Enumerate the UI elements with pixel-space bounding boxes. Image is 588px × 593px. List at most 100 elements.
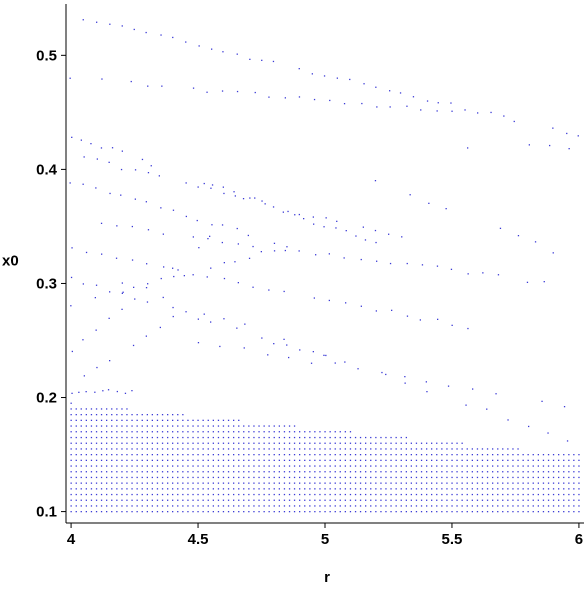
data-point [431,482,433,484]
data-point [85,251,88,254]
data-point [96,158,98,160]
data-point [512,476,514,479]
data-point [111,476,113,479]
data-point [512,465,514,467]
data-point [578,493,580,496]
data-point [476,454,479,456]
data-point [147,172,150,174]
data-point [476,459,479,461]
data-point [293,465,296,467]
data-point [537,465,539,467]
data-point [532,488,534,490]
data-point [185,311,187,313]
data-point [298,250,300,252]
data-point [309,436,311,439]
data-point [359,511,362,513]
data-point [370,488,372,490]
data-point [400,499,402,501]
data-point [268,465,270,467]
data-point [258,436,260,439]
data-point [486,505,489,507]
data-point [268,482,270,484]
data-point [400,493,402,496]
data-point [451,448,453,450]
data-point [319,499,321,501]
data-point [293,454,296,456]
data-point [343,103,346,105]
data-point [243,471,245,473]
data-point [248,431,250,433]
data-point [512,488,514,490]
data-point [420,511,423,513]
data-point [130,80,132,83]
data-point [100,499,103,501]
data-point [136,431,138,433]
data-point [278,454,280,456]
data-point [161,425,164,427]
data-point [182,414,184,416]
data-point [380,511,382,513]
data-point [261,200,263,202]
data-point [558,471,560,473]
data-point [492,499,494,501]
data-point [278,448,280,450]
data-point [187,471,189,473]
data-point [385,448,387,450]
data-point [456,459,458,461]
data-point [492,505,494,507]
data-point [95,454,98,456]
data-point [441,482,443,484]
data-point [334,442,336,444]
data-point [375,471,377,473]
data-point [466,454,468,456]
data-point [75,419,77,421]
data-point [578,476,580,479]
data-point [451,493,453,496]
data-point [299,448,301,450]
data-point [349,482,352,484]
data-point [233,465,235,467]
data-point [324,436,326,439]
data-point [177,414,179,416]
data-point [268,96,270,98]
data-point [314,482,316,484]
data-point [568,488,570,490]
data-point [390,488,392,490]
data-point [476,448,479,450]
data-point [477,112,479,114]
data-point [167,499,169,501]
data-point [177,436,179,439]
data-point [278,459,280,461]
data-point [437,318,439,320]
data-point [492,488,494,490]
data-point [95,488,98,490]
data-point [395,436,397,439]
data-point [212,511,214,513]
data-point [563,465,565,467]
data-point [431,459,433,461]
data-point [202,448,204,450]
data-point [207,454,209,456]
data-point [329,511,331,513]
data-point [95,436,98,439]
data-point [121,493,123,496]
data-point [90,408,93,410]
data-point [568,476,570,479]
data-point [288,493,291,496]
data-point [420,459,423,461]
data-point [410,511,412,513]
data-point [182,499,184,501]
data-point [243,465,245,467]
data-point [187,505,189,507]
data-point [233,471,235,473]
data-point [492,493,494,496]
data-point [90,442,93,444]
data-point [80,454,82,456]
data-point [126,465,128,467]
data-point [299,511,301,513]
data-point [497,454,499,456]
data-point [319,436,321,439]
data-point [227,419,230,421]
data-point [345,302,347,304]
data-point [405,488,407,490]
